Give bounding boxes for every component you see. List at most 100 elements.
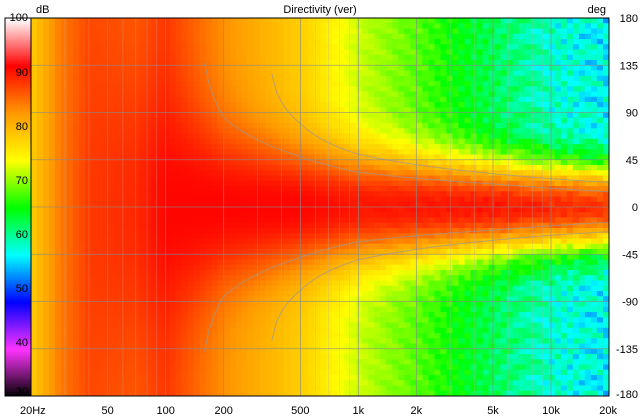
heatmap-cell xyxy=(211,280,219,287)
heatmap-cell xyxy=(31,359,38,366)
heatmap-cell xyxy=(356,44,363,51)
heatmap-cell xyxy=(205,128,213,135)
heatmap-cell xyxy=(157,359,165,366)
heatmap-cell xyxy=(145,102,153,108)
heatmap-cell xyxy=(271,354,279,360)
heatmap-cell xyxy=(271,175,279,182)
heatmap-cell xyxy=(199,291,207,297)
heatmap-cell xyxy=(392,222,399,229)
heatmap-cell xyxy=(139,238,146,245)
heatmap-cell xyxy=(301,170,309,177)
colorbar-segment xyxy=(5,394,31,397)
heatmap-cell xyxy=(85,243,92,250)
heatmap-cell xyxy=(103,228,110,234)
heatmap-cell xyxy=(368,270,375,276)
heatmap-cell xyxy=(223,301,231,308)
heatmap-cell xyxy=(187,243,195,250)
heatmap-cell xyxy=(313,233,321,240)
heatmap-cell xyxy=(416,249,423,255)
heatmap-cell xyxy=(301,212,309,219)
heatmap-cell xyxy=(121,233,128,240)
heatmap-cell xyxy=(49,322,56,329)
heatmap-cell xyxy=(380,338,387,345)
heatmap-cell xyxy=(37,359,44,366)
heatmap-cell xyxy=(103,91,110,98)
heatmap-cell xyxy=(277,385,285,392)
heatmap-cell xyxy=(313,165,321,171)
heatmap-cell xyxy=(332,359,339,366)
heatmap-cell xyxy=(151,306,159,313)
heatmap-cell xyxy=(67,117,74,124)
heatmap-cell xyxy=(193,212,201,219)
heatmap-cell xyxy=(416,18,423,24)
heatmap-cell xyxy=(404,159,411,166)
heatmap-cell xyxy=(313,60,321,66)
heatmap-cell xyxy=(404,123,411,129)
heatmap-cell xyxy=(205,133,213,140)
heatmap-cell xyxy=(241,380,249,387)
heatmap-cell xyxy=(247,102,255,108)
heatmap-cell xyxy=(320,233,327,240)
heatmap-cell xyxy=(205,385,213,392)
heatmap-cell xyxy=(37,222,44,229)
colorbar-segment xyxy=(5,38,31,41)
heatmap-cell xyxy=(289,285,297,292)
heatmap-cell xyxy=(313,354,321,360)
heatmap-cell xyxy=(43,354,50,360)
heatmap-cell xyxy=(85,249,92,255)
heatmap-cell xyxy=(103,380,110,387)
heatmap-cell xyxy=(133,23,140,30)
heatmap-cell xyxy=(283,207,291,213)
heatmap-cell xyxy=(73,322,80,329)
heatmap-cell xyxy=(97,154,104,161)
heatmap-cell xyxy=(247,180,255,187)
heatmap-cell xyxy=(271,196,279,203)
heatmap-cell xyxy=(277,180,285,187)
heatmap-cell xyxy=(127,23,134,30)
heatmap-cell xyxy=(380,207,387,213)
heatmap-cell xyxy=(157,348,165,355)
heatmap-cell xyxy=(404,270,411,276)
heatmap-cell xyxy=(356,285,363,292)
heatmap-cell xyxy=(362,249,369,255)
heatmap-cell xyxy=(313,217,321,224)
heatmap-cell xyxy=(416,39,423,45)
heatmap-cell xyxy=(139,23,146,30)
heatmap-cell xyxy=(229,138,237,145)
heatmap-cell xyxy=(235,343,243,350)
heatmap-cell xyxy=(157,112,165,119)
heatmap-cell xyxy=(320,86,327,93)
heatmap-cell xyxy=(223,65,231,72)
heatmap-cell xyxy=(97,144,104,150)
heatmap-cell xyxy=(151,291,159,297)
heatmap-cell xyxy=(368,96,375,103)
heatmap-cell xyxy=(115,154,122,161)
heatmap-cell xyxy=(139,275,146,282)
heatmap-cell xyxy=(416,112,423,119)
heatmap-cell xyxy=(199,81,207,87)
heatmap-cell xyxy=(151,159,159,166)
heatmap-cell xyxy=(157,343,165,350)
heatmap-cell xyxy=(187,233,195,240)
heatmap-cell xyxy=(362,70,369,77)
heatmap-cell xyxy=(79,249,86,255)
heatmap-cell xyxy=(326,75,333,82)
heatmap-cell xyxy=(145,70,153,77)
heatmap-cell xyxy=(55,333,62,339)
heatmap-cell xyxy=(79,117,86,124)
heatmap-cell xyxy=(277,175,285,182)
heatmap-cell xyxy=(301,243,309,250)
heatmap-cell xyxy=(320,238,327,245)
heatmap-cell xyxy=(169,128,177,135)
heatmap-cell xyxy=(356,60,363,66)
heatmap-cell xyxy=(187,338,195,345)
heatmap-cell xyxy=(289,196,297,203)
heatmap-cell xyxy=(247,343,255,350)
heatmap-cell xyxy=(193,343,201,350)
heatmap-cell xyxy=(229,18,237,24)
heatmap-cell xyxy=(344,133,351,140)
heatmap-cell xyxy=(368,238,375,245)
heatmap-cell xyxy=(121,312,128,318)
heatmap-cell xyxy=(103,133,110,140)
heatmap-cell xyxy=(301,233,309,240)
